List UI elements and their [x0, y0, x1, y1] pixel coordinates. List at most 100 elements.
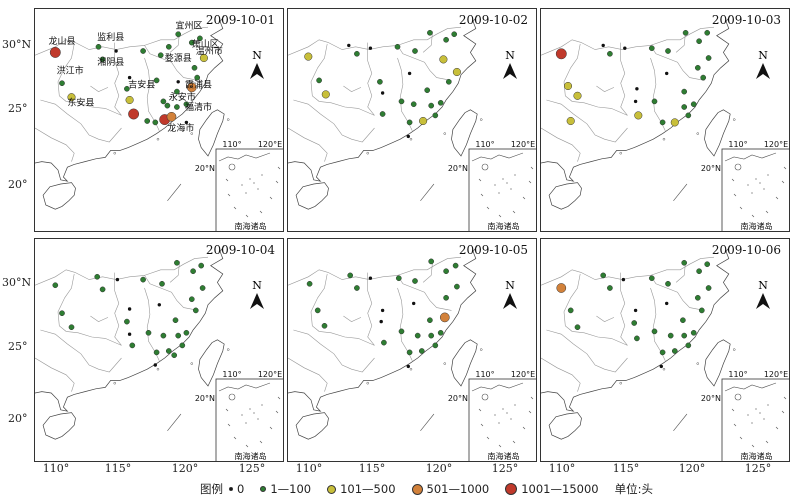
hainan-island [42, 182, 76, 210]
inset-islet [257, 418, 259, 420]
inset-islet [747, 414, 749, 416]
lon-label-p6-120: 120° [678, 462, 706, 475]
inset-dash [781, 180, 785, 184]
inset-islet [751, 192, 753, 194]
case-point [124, 318, 130, 325]
lat-label-25-row2: 25° [8, 340, 28, 353]
inset-title: 南海诸岛 [235, 451, 267, 461]
province-border [596, 85, 615, 92]
case-point [153, 349, 160, 356]
legend-swatch-4 [505, 483, 518, 495]
case-point [99, 56, 106, 63]
case-point [428, 258, 435, 265]
islet [113, 381, 116, 385]
inset-dash [269, 426, 273, 430]
inset-dash [245, 444, 249, 448]
taiwan-island [704, 339, 731, 387]
coastline [288, 15, 478, 182]
lon-label-p4-110: 110° [42, 462, 70, 475]
islet [662, 367, 666, 371]
islet [662, 137, 666, 141]
north-arrow-icon [756, 63, 770, 79]
inset-coastline [471, 382, 524, 392]
case-point [172, 317, 179, 324]
case-point [127, 75, 132, 80]
legend-label-2: 101—500 [340, 482, 396, 496]
lat-label-20-row2: 20° [8, 412, 28, 425]
inset-dash [498, 444, 502, 448]
province-border [422, 261, 433, 283]
legend-item-2: 101—500 [327, 482, 396, 496]
inset-frame [721, 378, 789, 461]
case-point [379, 319, 383, 324]
case-point [698, 307, 705, 314]
case-point [304, 52, 313, 61]
case-point [634, 111, 643, 120]
case-point [445, 78, 452, 85]
islet [156, 137, 160, 141]
islet [619, 381, 622, 385]
islet [156, 367, 160, 371]
case-point [439, 312, 450, 323]
province-border [293, 99, 375, 143]
inset-frame [215, 148, 283, 231]
case-point [314, 307, 321, 314]
case-point [566, 116, 575, 126]
province-border [90, 85, 109, 92]
inset-lon-110: 110° [475, 140, 494, 149]
province-border [620, 272, 628, 346]
case-point [685, 342, 692, 349]
province-border [367, 272, 375, 346]
case-point [174, 88, 180, 95]
islet [732, 118, 736, 121]
case-point [144, 118, 151, 124]
inset-lat-20: 20°N [701, 164, 721, 173]
case-point [129, 342, 136, 349]
province-border [581, 42, 651, 50]
taiwan-island [198, 339, 225, 387]
inset-islet [759, 412, 761, 414]
case-point [694, 64, 701, 71]
inset-islet [257, 188, 259, 190]
case-point [188, 39, 195, 46]
legend-swatch-1 [260, 486, 267, 492]
coastline [35, 15, 225, 182]
case-point [427, 317, 433, 324]
case-point [427, 29, 433, 36]
case-point [635, 87, 639, 91]
case-point [621, 277, 626, 282]
inset-dash [478, 408, 482, 412]
province-border [288, 39, 329, 56]
case-point [160, 332, 167, 339]
inset-dash [225, 178, 229, 182]
case-point [68, 324, 75, 331]
case-point [199, 285, 206, 291]
inset-islet [763, 418, 765, 420]
map-svg: N 南海诸岛 110° 120°E 20°N [288, 9, 536, 231]
inset-dash [512, 210, 516, 214]
case-point [59, 80, 65, 87]
inset-title: 南海诸岛 [488, 221, 520, 231]
case-point [174, 104, 180, 110]
inset-dash [486, 436, 490, 440]
case-point [681, 259, 688, 266]
case-point [563, 81, 573, 91]
case-point [175, 332, 182, 339]
case-point [452, 262, 459, 269]
province-border [35, 357, 75, 392]
case-point [59, 310, 65, 317]
case-point [601, 43, 605, 48]
case-point [681, 88, 688, 95]
inset-hainan [734, 163, 742, 171]
case-point [574, 324, 581, 331]
inset-islet [510, 188, 512, 190]
case-point [424, 87, 431, 94]
case-point [94, 273, 101, 280]
inset-islet [502, 408, 504, 410]
inset-islet [498, 422, 500, 424]
inset-islet [747, 184, 749, 186]
land-area [541, 9, 737, 182]
case-point [380, 91, 385, 95]
inset-dash [233, 436, 237, 440]
